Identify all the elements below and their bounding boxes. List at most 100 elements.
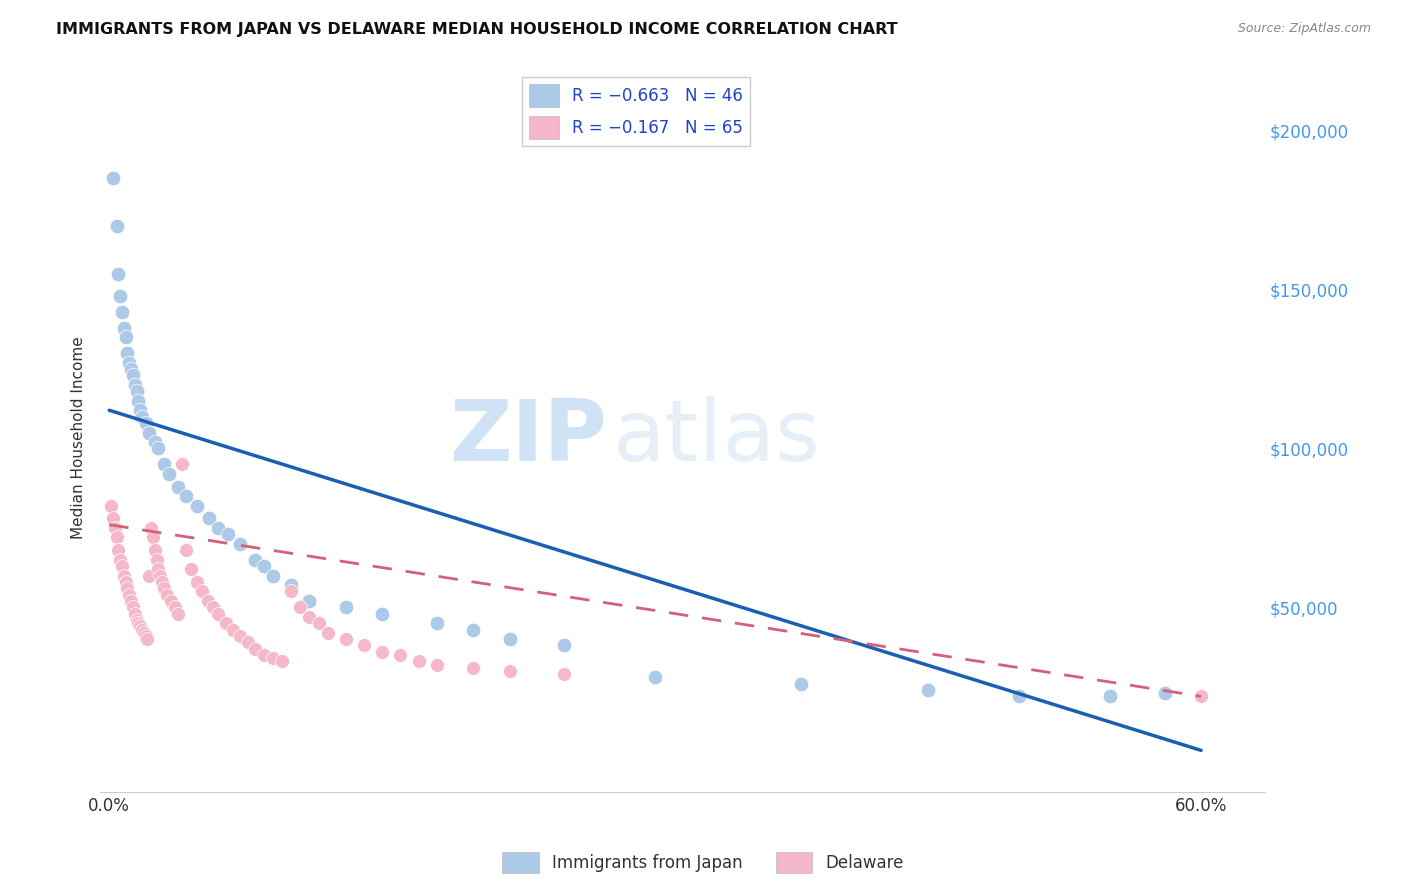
Point [127,393,149,408]
Point [120,594,142,608]
Point [138,568,160,582]
Point [149,568,172,582]
Point [207,607,229,621]
Point [553,639,575,653]
Point [150,574,173,589]
Point [117,581,139,595]
Text: Source: ZipAtlas.com: Source: ZipAtlas.com [1237,22,1371,36]
Point [132,625,155,640]
Point [156,588,179,602]
Point [167,607,190,621]
Point [138,425,160,440]
Point [142,530,165,544]
Point [135,629,157,643]
Point [129,403,152,417]
Point [371,645,394,659]
Point [118,355,141,369]
Point [335,600,357,615]
Point [124,607,146,621]
Point [163,600,186,615]
Point [308,616,330,631]
Point [112,568,135,582]
Point [107,543,129,558]
Point [112,320,135,334]
Point [198,511,221,525]
Point [114,330,136,344]
Y-axis label: Median Household Income: Median Household Income [72,336,86,539]
Point [280,578,302,592]
Point [170,458,193,472]
Point [118,588,141,602]
Point [108,289,131,303]
Point [426,616,449,631]
Point [117,346,139,360]
Point [160,594,183,608]
Point [125,613,148,627]
Point [143,435,166,450]
Legend: R = −0.663   N = 46, R = −0.167   N = 65: R = −0.663 N = 46, R = −0.167 N = 65 [522,77,749,145]
Point [207,521,229,535]
Point [148,442,170,456]
Point [229,537,252,551]
Point [353,639,375,653]
Point [131,409,153,424]
Point [120,362,142,376]
Point [124,377,146,392]
Point [271,654,294,668]
Point [153,581,176,595]
Point [1008,690,1031,704]
Point [129,619,152,633]
Point [335,632,357,647]
Point [253,648,276,662]
Text: IMMIGRANTS FROM JAPAN VS DELAWARE MEDIAN HOUSEHOLD INCOME CORRELATION CHART: IMMIGRANTS FROM JAPAN VS DELAWARE MEDIAN… [56,22,898,37]
Point [262,568,284,582]
Point [408,654,430,668]
Point [101,511,124,525]
Point [298,610,321,624]
Point [371,607,394,621]
Point [236,635,259,649]
Point [644,670,666,684]
Point [298,594,321,608]
Point [253,559,276,574]
Point [790,676,813,690]
Point [174,543,197,558]
Point [186,574,208,589]
Point [153,458,176,472]
Point [463,661,485,675]
Point [135,416,157,430]
Point [262,651,284,665]
Point [105,530,128,544]
Point [157,467,180,481]
Point [1153,686,1175,700]
Point [122,600,145,615]
Point [389,648,412,662]
Point [280,584,302,599]
Point [426,657,449,672]
Point [222,623,245,637]
Point [148,562,170,576]
Point [167,479,190,493]
Point [180,562,202,576]
Text: ZIP: ZIP [449,396,607,479]
Point [186,499,208,513]
Point [498,632,520,647]
Point [229,629,252,643]
Point [136,632,159,647]
Point [243,641,266,656]
Text: atlas: atlas [613,396,821,479]
Point [105,219,128,233]
Point [174,489,197,503]
Point [107,267,129,281]
Point [104,521,127,535]
Legend: Immigrants from Japan, Delaware: Immigrants from Japan, Delaware [495,846,911,880]
Point [553,667,575,681]
Point [108,552,131,566]
Point [122,368,145,383]
Point [114,574,136,589]
Point [101,171,124,186]
Point [917,683,939,698]
Point [139,521,162,535]
Point [111,304,134,318]
Point [191,584,214,599]
